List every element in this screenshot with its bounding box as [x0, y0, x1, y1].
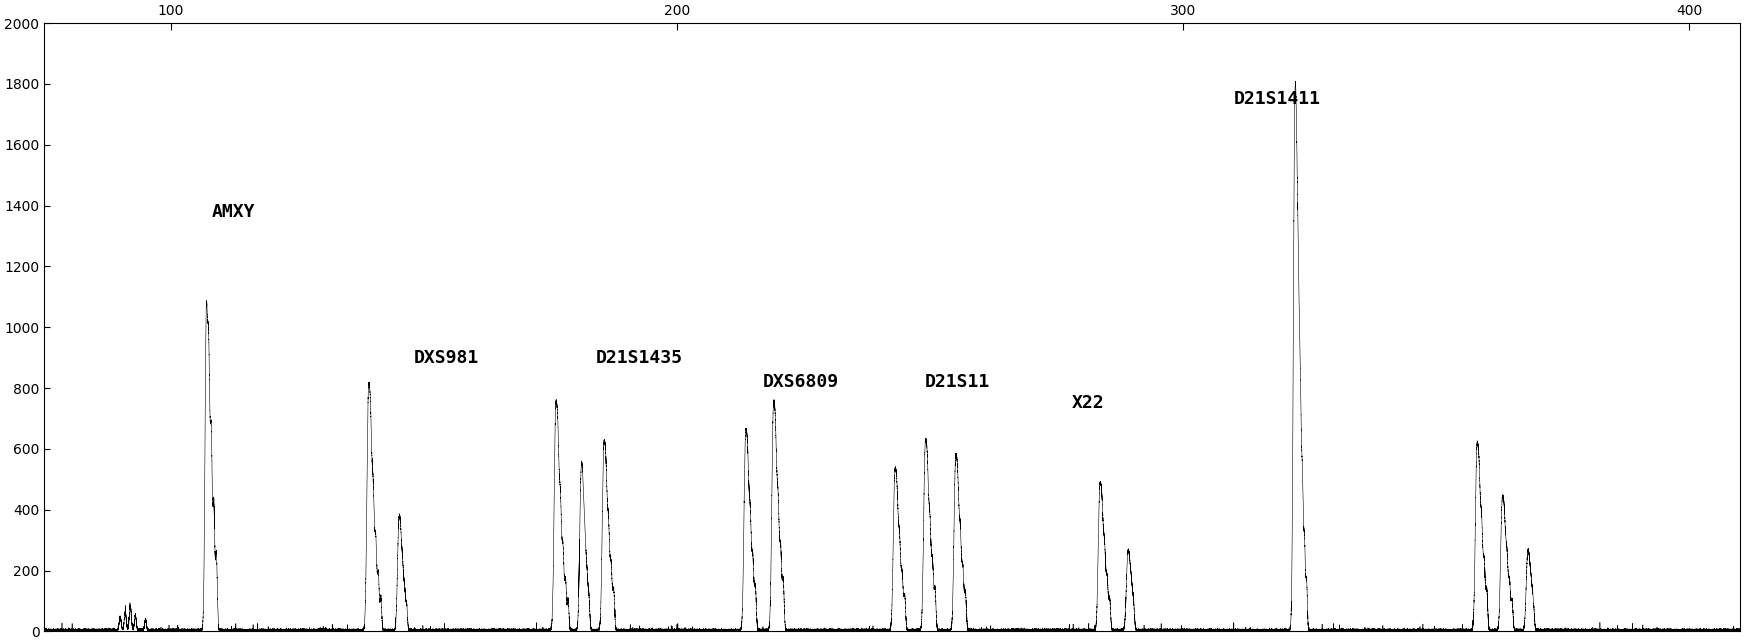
Text: DXS981: DXS981: [413, 348, 480, 366]
Text: DXS6809: DXS6809: [762, 373, 839, 391]
Text: D21S1411: D21S1411: [1233, 90, 1320, 108]
Text: AMXY: AMXY: [211, 203, 255, 221]
Text: X22: X22: [1073, 394, 1104, 412]
Text: D21S11: D21S11: [924, 373, 991, 391]
Text: D21S1435: D21S1435: [596, 348, 684, 366]
